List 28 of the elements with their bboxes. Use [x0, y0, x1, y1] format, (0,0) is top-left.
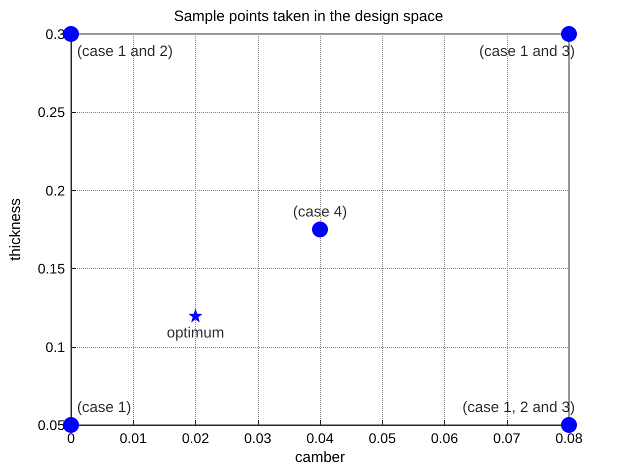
x-tick-label: 0.02 — [182, 430, 210, 446]
x-tick-label: 0 — [67, 430, 76, 446]
point — [561, 417, 577, 433]
annotation: (case 4) — [292, 204, 348, 220]
point — [63, 417, 79, 433]
y-tick-label: 0.15 — [38, 260, 66, 277]
x-tick-label: 0.04 — [306, 430, 334, 446]
y-tick-label: 0.3 — [46, 26, 66, 42]
y-tick-label: 0.2 — [46, 182, 66, 198]
y-tick-label: 0.25 — [38, 104, 66, 120]
x-tick-label: 0.07 — [493, 430, 521, 446]
annotation: (case 1) — [77, 399, 132, 416]
x-tick-label: 0.08 — [555, 430, 583, 446]
chart-title: Sample points taken in the design space — [174, 8, 444, 25]
x-tick-label: 0.05 — [368, 430, 396, 446]
y-tick-label: 0.05 — [38, 417, 66, 433]
x-tick-label: 0.06 — [430, 430, 458, 446]
point — [312, 222, 328, 238]
y-tick-label: 0.1 — [46, 338, 66, 355]
y-axis-title: thickness — [7, 198, 24, 261]
point — [63, 26, 79, 42]
annotation: (case 1 and 2) — [77, 43, 173, 60]
x-axis-title: camber — [294, 448, 346, 466]
x-tick-label: 0.01 — [120, 430, 148, 446]
annotation: optimum — [166, 324, 224, 342]
point — [188, 308, 202, 323]
x-tick-label: 0.03 — [244, 430, 272, 446]
point — [561, 26, 577, 42]
